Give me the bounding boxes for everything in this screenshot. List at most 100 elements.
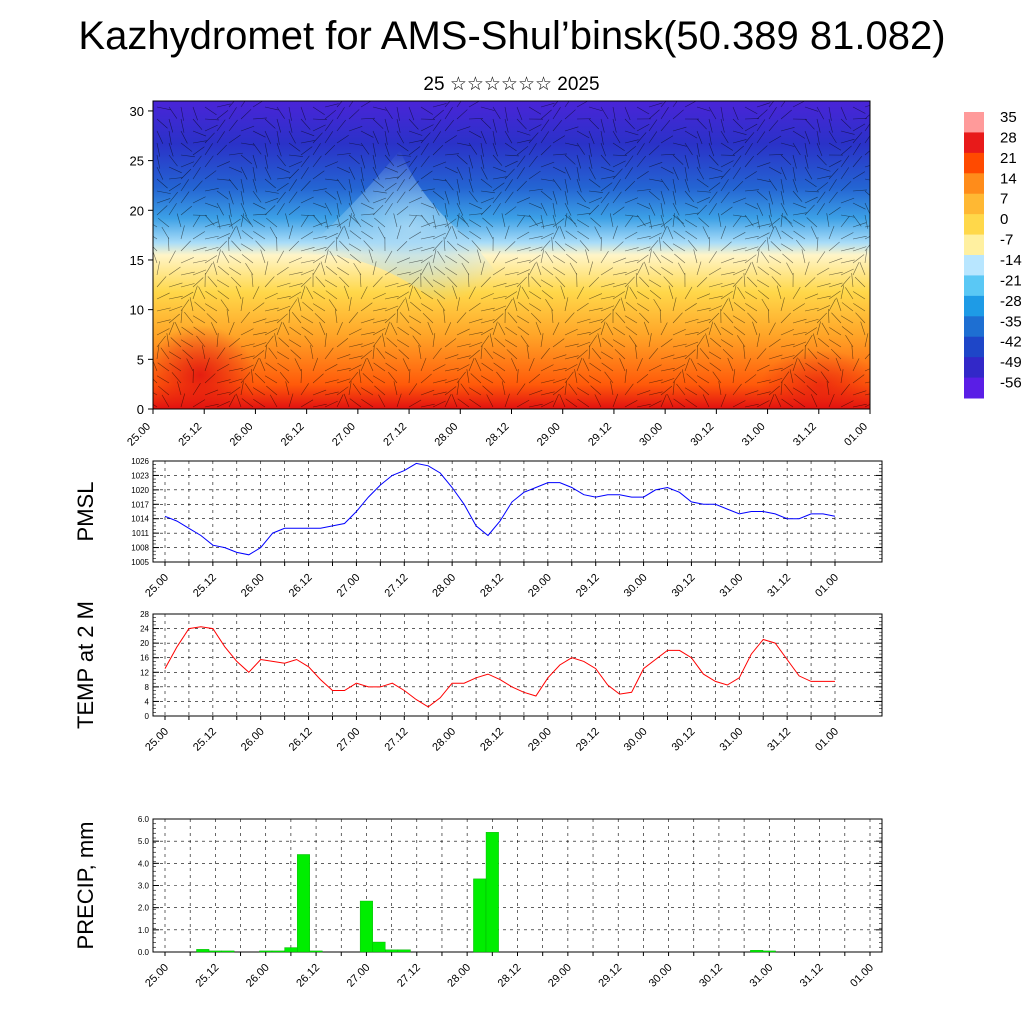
chart-subtitle: 25 ☆☆☆☆☆☆ 2025	[423, 74, 600, 95]
x-tick-label: 29.00	[526, 726, 554, 754]
x-tick-label: 25.00	[143, 962, 171, 990]
colorbar-swatch	[964, 173, 984, 195]
x-tick-label: 25.00	[143, 726, 171, 754]
colorbar-label: 21	[1000, 150, 1017, 167]
y-tick-label: 1020	[131, 486, 149, 495]
chart-title: Kazhydromet for AMS-Shul’binsk(50.389 81…	[78, 14, 946, 58]
y-tick-label: 25	[130, 154, 144, 169]
x-tick-label: 31.00	[717, 726, 745, 754]
colorbar-swatch	[964, 132, 984, 154]
colorbar-label: -14	[1000, 252, 1022, 269]
y-tick-label: 3.0	[138, 882, 150, 891]
colorbar-swatch	[964, 234, 984, 256]
precip-bar	[296, 854, 310, 953]
x-tick-label: 01.00	[848, 962, 876, 990]
y-tick-label: 6.0	[138, 815, 150, 824]
y-axis-label: PMSL	[73, 482, 98, 542]
x-tick-label: 27.12	[382, 572, 410, 600]
colorbar-swatch	[964, 112, 984, 133]
x-tick-label: 31.12	[791, 421, 819, 449]
precip-bar	[485, 832, 499, 953]
x-tick-label: 29.00	[535, 421, 563, 449]
y-tick-label: 1.0	[138, 926, 150, 935]
precip-bar	[762, 950, 776, 953]
y-tick-label: 1017	[131, 500, 149, 509]
x-tick-label: 29.00	[546, 962, 574, 990]
colorbar-label: -28	[1000, 293, 1022, 310]
x-tick-label: 28.00	[430, 572, 458, 600]
cross-section-panel: 0 5 10 15 20 25 30 25.00 25.12 26.00 26.12 27.00 27.…	[125, 100, 871, 449]
colorbar-swatch	[964, 214, 984, 236]
x-tick-label: 26.00	[239, 726, 267, 754]
y-tick-label: 4.0	[138, 859, 150, 868]
y-tick-label: 0.0	[138, 948, 150, 957]
colorbar-label: -21	[1000, 272, 1022, 289]
x-tick-label: 31.00	[740, 421, 768, 449]
x-tick-label: 31.12	[765, 726, 793, 754]
y-tick-label: 30	[130, 104, 144, 119]
x-tick-label: 30.00	[647, 962, 675, 990]
colorbar-swatch	[964, 275, 984, 297]
precip-bar	[397, 949, 411, 953]
x-tick-label: 01.00	[842, 421, 870, 449]
colorbar-label: 28	[1000, 129, 1017, 146]
x-tick-label: 27.00	[335, 572, 363, 600]
x-tick-label: 27.00	[330, 421, 358, 449]
colorbar-swatch	[964, 152, 984, 174]
x-tick-label: 28.00	[432, 421, 460, 449]
x-tick-label: 31.12	[765, 572, 793, 600]
precip-bar	[750, 950, 764, 953]
precip-bar	[284, 947, 298, 953]
x-tick-label: 25.12	[191, 726, 219, 754]
colorbar-label: -35	[1000, 313, 1022, 330]
y-tick-label: 15	[130, 253, 144, 268]
y-tick-label: 1026	[131, 457, 149, 466]
y-tick-label: 1023	[131, 471, 149, 480]
colorbar-swatch	[964, 295, 984, 317]
precip-bar	[196, 949, 210, 953]
precip-bar	[359, 900, 373, 953]
x-tick-label: 28.12	[484, 421, 512, 449]
y-tick-label: 10	[130, 303, 144, 318]
colorbar-swatch	[964, 255, 984, 276]
temperature-field	[153, 101, 870, 409]
x-tick-label: 26.00	[239, 572, 267, 600]
pmsl-panel: 1005 1008 1011 1014 1017 1020 1023 1026 25.00 25.…	[73, 457, 883, 600]
x-tick-label: 30.00	[622, 572, 650, 600]
x-tick-label: 30.12	[670, 726, 698, 754]
x-tick-label: 30.00	[637, 421, 665, 449]
colorbar-swatch	[964, 316, 984, 338]
x-tick-label: 28.00	[430, 726, 458, 754]
x-tick-label: 29.00	[526, 572, 554, 600]
x-tick-label: 25.00	[125, 421, 153, 449]
x-tick-label: 29.12	[574, 726, 602, 754]
x-tick-label: 31.12	[798, 962, 826, 990]
colorbar-label: -7	[1000, 232, 1013, 249]
series-line	[164, 462, 836, 556]
x-tick-label: 01.00	[813, 572, 841, 600]
x-tick-label: 26.12	[287, 726, 315, 754]
x-tick-label: 25.12	[176, 421, 204, 449]
temp-panel: 0 4 8 12 16 20 24 28 25.00 25.12 26.00 26.12 27.00 27…	[73, 601, 883, 754]
y-tick-label: 24	[140, 625, 149, 634]
x-tick-label: 31.00	[747, 962, 775, 990]
y-tick-label: 20	[140, 639, 149, 648]
x-tick-label: 28.12	[496, 962, 524, 990]
x-tick-label: 31.00	[717, 572, 745, 600]
x-tick-label: 28.12	[478, 726, 506, 754]
y-tick-label: 1005	[131, 558, 149, 567]
y-tick-label: 20	[130, 203, 144, 218]
colorbar-swatch	[964, 336, 984, 358]
y-tick-label: 28	[140, 610, 149, 619]
y-tick-label: 1014	[131, 515, 149, 524]
x-tick-label: 27.00	[345, 962, 373, 990]
colorbar-swatch	[964, 193, 984, 215]
precip-bar	[473, 878, 487, 953]
y-axis-label: TEMP at 2 M	[73, 601, 98, 729]
x-tick-label: 28.00	[445, 962, 473, 990]
x-tick-label: 29.12	[574, 572, 602, 600]
precip-bar	[271, 950, 285, 953]
colorbar-label: -42	[1000, 334, 1022, 351]
y-tick-label: 1008	[131, 544, 149, 553]
x-tick-label: 27.12	[395, 962, 423, 990]
